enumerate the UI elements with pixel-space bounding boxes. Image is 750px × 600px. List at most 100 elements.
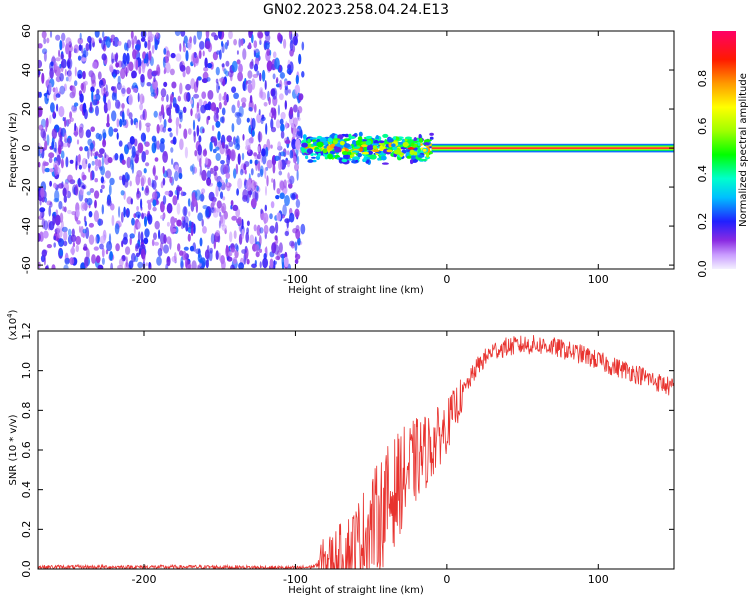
spectrogram-cell bbox=[39, 207, 46, 213]
spectrogram-cell bbox=[131, 252, 136, 263]
spectrogram-cell bbox=[174, 171, 179, 182]
spectrogram-cell bbox=[104, 152, 107, 159]
spectrogram-cell bbox=[53, 164, 58, 177]
spectrogram-cell bbox=[206, 62, 213, 69]
spectrogram-cell bbox=[246, 220, 250, 227]
spectrogram-cell bbox=[313, 153, 317, 156]
spectrogram-cell bbox=[189, 36, 193, 44]
spectrogram-cell bbox=[221, 107, 226, 116]
spectrogram-cell bbox=[106, 113, 110, 125]
spectrogram-frame bbox=[37, 30, 675, 270]
spectrogram-cell bbox=[266, 60, 273, 72]
spectrogram-cell bbox=[212, 200, 216, 206]
spectrogram-cell bbox=[294, 84, 301, 96]
spectrogram-cell bbox=[71, 85, 76, 97]
spectrogram-cell bbox=[46, 134, 50, 146]
spectrogram-cell bbox=[246, 258, 250, 265]
spectrogram-cell bbox=[53, 147, 57, 152]
spectrogram-cell bbox=[179, 43, 182, 52]
spectrogram-cell bbox=[272, 87, 278, 100]
spectrogram-cell bbox=[248, 42, 252, 49]
spectrogram-cell bbox=[53, 182, 57, 189]
spectrogram-cell bbox=[218, 220, 221, 229]
spectrogram-cell bbox=[182, 206, 188, 217]
spectrogram-cell bbox=[284, 218, 291, 224]
spectrogram-cell bbox=[137, 142, 144, 154]
spectrogram-cell bbox=[76, 154, 81, 166]
spectrogram-cell bbox=[89, 101, 93, 113]
y-tick-label: 1.2 bbox=[20, 322, 33, 340]
spectrogram-cell bbox=[94, 199, 97, 209]
spectrogram-cell bbox=[191, 163, 195, 175]
spectrogram-cell bbox=[135, 243, 140, 250]
spectrogram-cell bbox=[280, 130, 285, 139]
spectrogram-cell bbox=[82, 50, 89, 58]
spectrogram-cell bbox=[305, 155, 309, 160]
spectrogram-cell bbox=[121, 85, 126, 97]
spectrogram-cell bbox=[204, 208, 209, 218]
spectrogram-cell bbox=[216, 181, 223, 188]
spectrogram-cell bbox=[152, 191, 158, 200]
spectrogram-cell bbox=[140, 132, 146, 142]
spectrogram-cell bbox=[218, 93, 222, 102]
spectrogram-cell bbox=[97, 71, 102, 80]
spectrogram-cell bbox=[202, 149, 208, 157]
spectrogram-cell bbox=[302, 134, 307, 140]
spectrogram-cell bbox=[277, 32, 282, 42]
spectrogram-cell bbox=[215, 230, 221, 237]
spectrogram-cell bbox=[165, 61, 171, 74]
spectrogram-cell bbox=[80, 82, 85, 91]
spectrogram-cell bbox=[100, 84, 104, 95]
spectrogram-cell bbox=[146, 125, 151, 133]
spectrogram-cell bbox=[341, 151, 349, 155]
spectrogram-cell bbox=[306, 148, 314, 154]
spectrogram-cell bbox=[270, 118, 274, 129]
x-tick-label: 100 bbox=[588, 573, 609, 586]
spectrogram-cell bbox=[230, 247, 236, 253]
spectrogram-cell bbox=[58, 144, 62, 155]
spectrogram-cell bbox=[107, 99, 111, 111]
spectrogram-cell bbox=[101, 257, 105, 265]
spectrogram-cell bbox=[284, 195, 290, 207]
spectrogram-cell bbox=[278, 159, 283, 171]
spectrogram-cell bbox=[126, 174, 131, 181]
spectrogram-cell bbox=[294, 258, 299, 265]
spectrogram-cell bbox=[256, 185, 259, 192]
spectrogram-cell bbox=[297, 237, 301, 246]
spectrogram-cell bbox=[185, 65, 191, 75]
spectrogram-cell bbox=[140, 73, 145, 83]
spectrogram-cell bbox=[381, 162, 389, 165]
spectrogram-cell bbox=[231, 60, 238, 73]
spectrogram-cell bbox=[99, 235, 106, 244]
spectrogram-cell bbox=[245, 80, 248, 85]
spectrogram-cell bbox=[168, 190, 174, 197]
spectrogram-cell bbox=[232, 256, 238, 265]
spectrogram-cell bbox=[217, 131, 221, 141]
spectrogram-cell bbox=[195, 248, 201, 254]
colorbar-tick-label: 0.8 bbox=[696, 70, 709, 88]
spectrogram-cell bbox=[142, 110, 145, 120]
spectrogram-cell bbox=[225, 172, 231, 179]
spectrogram-cell bbox=[126, 156, 132, 169]
spectrogram-cell bbox=[281, 254, 285, 267]
spectrogram-cell bbox=[94, 235, 98, 244]
spectrogram-cell bbox=[112, 73, 116, 79]
spectrogram-cell bbox=[284, 139, 291, 144]
spectrogram-cell bbox=[129, 180, 132, 187]
spectrogram-cell bbox=[123, 206, 126, 218]
spectrogram-cell bbox=[230, 264, 235, 269]
spectrogram-cell bbox=[141, 62, 146, 74]
spectrogram-cell bbox=[248, 31, 253, 39]
colorbar-label: Normalized spectral amplitude bbox=[738, 73, 749, 227]
spectrogram-cell bbox=[289, 175, 295, 185]
spectrogram-cell bbox=[67, 70, 72, 82]
spectrogram-cell bbox=[172, 195, 178, 206]
spectrogram-cell bbox=[53, 235, 57, 241]
spectrogram-cell bbox=[420, 158, 428, 161]
spectrogram-cell bbox=[111, 58, 115, 63]
spectrogram-cell bbox=[253, 40, 258, 49]
spectrogram-cell bbox=[270, 126, 277, 133]
spectrogram-cell bbox=[204, 157, 209, 166]
